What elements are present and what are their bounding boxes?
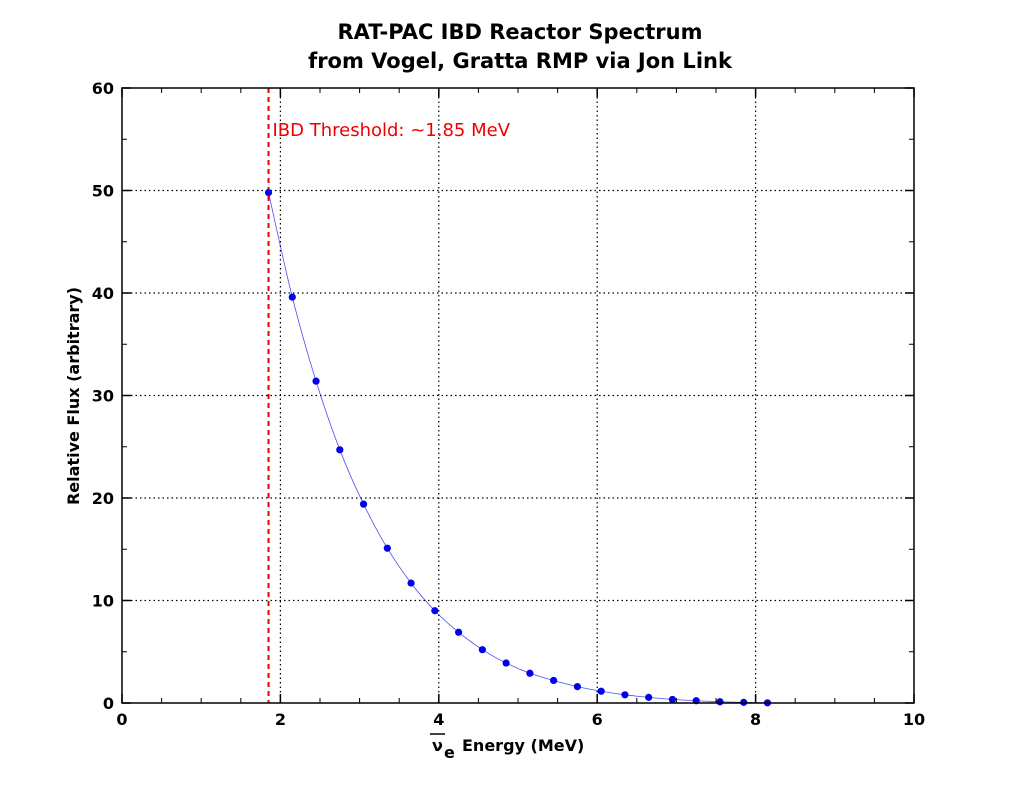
data-point xyxy=(621,691,629,699)
threshold-label: IBD Threshold: ~1.85 MeV xyxy=(272,120,510,141)
data-point xyxy=(597,687,605,695)
y-tick-label: 50 xyxy=(92,182,114,201)
y-tick-label: 60 xyxy=(92,79,114,98)
grid xyxy=(122,88,914,703)
data-point xyxy=(288,293,296,301)
tick-labels: 0 2 4 6 8 10 0 10 20 30 40 50 60 xyxy=(92,79,925,729)
x-axis-label-text: Energy (MeV) xyxy=(462,736,584,755)
data-point xyxy=(431,607,439,615)
x-tick-label: 0 xyxy=(116,710,127,729)
series-line xyxy=(268,192,768,704)
x-tick-label: 8 xyxy=(750,710,761,729)
y-axis-label: Relative Flux (arbitrary) xyxy=(64,287,83,505)
data-point xyxy=(502,659,510,667)
x-tick-label: 10 xyxy=(903,710,925,729)
y-tick-label: 20 xyxy=(92,489,114,508)
data-point xyxy=(550,676,558,685)
data-point xyxy=(383,544,391,552)
data-point xyxy=(573,683,582,691)
y-tick-label: 10 xyxy=(92,592,114,611)
x-axis-label: ν e Energy (MeV) xyxy=(430,733,584,762)
chart-title-line-1: RAT-PAC IBD Reactor Spectrum xyxy=(338,20,703,44)
chart-title-line-2: from Vogel, Gratta RMP via Jon Link xyxy=(308,49,733,73)
data-point xyxy=(359,500,368,508)
data-point xyxy=(264,188,273,197)
data-point xyxy=(407,579,415,587)
data-series xyxy=(264,188,772,707)
data-point xyxy=(336,446,344,454)
x-tick-label: 2 xyxy=(275,710,286,729)
x-tick-label: 6 xyxy=(592,710,603,729)
x-axis-label-subscript: e xyxy=(444,743,455,762)
y-tick-label: 0 xyxy=(103,694,114,713)
data-point xyxy=(645,693,653,701)
data-point xyxy=(312,377,320,385)
y-tick-label: 40 xyxy=(92,284,114,303)
data-point xyxy=(716,698,724,706)
data-point xyxy=(478,646,486,654)
x-tick-label: 4 xyxy=(433,710,444,729)
plot-frame xyxy=(121,87,915,704)
data-point xyxy=(668,695,677,704)
data-point xyxy=(526,669,534,677)
y-tick-label: 30 xyxy=(92,387,114,406)
data-point xyxy=(455,628,463,636)
x-axis-label-symbol: ν xyxy=(432,736,443,755)
